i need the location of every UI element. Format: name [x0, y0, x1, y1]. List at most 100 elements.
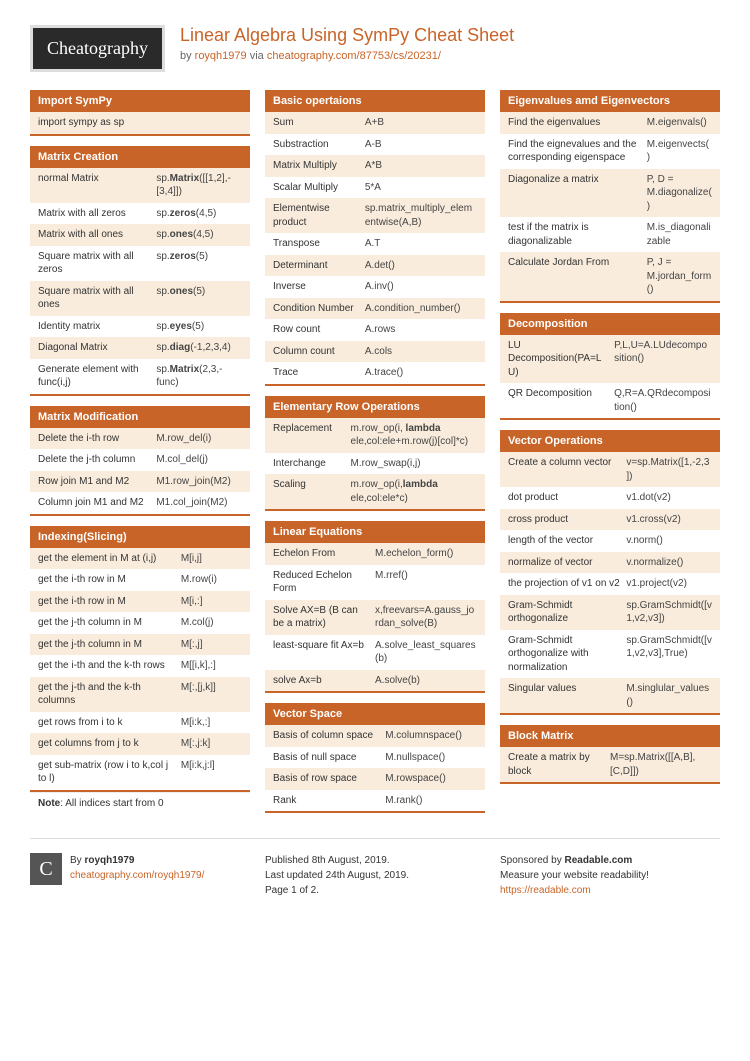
block-title: Decomposition — [500, 313, 720, 335]
row-code: M.col_del(j) — [156, 453, 242, 467]
cheat-row: Identity matrixsp.eyes(5) — [30, 316, 250, 338]
row-label: Create a matrix by block — [508, 751, 610, 778]
row-label: Row count — [273, 323, 365, 337]
block-note: Note: All indices start from 0 — [30, 792, 250, 814]
row-label: Find the eignevalues and the correspondi… — [508, 138, 647, 165]
block-body: Find the eigenvaluesM.eigenvals()Find th… — [500, 112, 720, 303]
cheat-row: Delete the i-th rowM.row_del(i) — [30, 428, 250, 450]
row-code: M.eigenvals() — [647, 116, 712, 130]
block-title: Matrix Creation — [30, 146, 250, 168]
row-code: m.row_op(i,lambda ele,col:ele*c) — [351, 478, 477, 505]
row-label: Transpose — [273, 237, 365, 251]
block-body: Delete the i-th rowM.row_del(i)Delete th… — [30, 428, 250, 516]
cheat-row: test if the matrix is diagonalizableM.is… — [500, 217, 720, 252]
row-code: M[i,:] — [181, 595, 242, 609]
row-label: normalize of vector — [508, 556, 626, 570]
cheat-block: Elementary Row OperationsReplacementm.ro… — [265, 396, 485, 512]
row-code: A+B — [365, 116, 477, 130]
author-avatar: C — [30, 853, 62, 885]
cheat-row: get the j-th and the k-th columnsM[:,[j,… — [30, 677, 250, 712]
cheat-row: least-square fit Ax=bA.solve_least_squar… — [265, 635, 485, 670]
row-code: M.row(i) — [181, 573, 242, 587]
cheat-row: Matrix with all onessp.ones(4,5) — [30, 224, 250, 246]
cheat-block: Matrix Creationnormal Matrixsp.Matrix([[… — [30, 146, 250, 396]
row-label: normal Matrix — [38, 172, 156, 199]
row-code: m.row_op(i, lambda ele,col:ele+m.row(j)[… — [351, 422, 477, 449]
row-label: Row join M1 and M2 — [38, 475, 156, 489]
footer-by: By — [70, 855, 84, 866]
column-2: Basic opertaionsSumA+BSubstractionA-BMat… — [265, 90, 485, 824]
block-title: Vector Operations — [500, 430, 720, 452]
cheat-row: Solve AX=B (B can be a matrix)x,freevars… — [265, 600, 485, 635]
cheat-row: get the j-th column in MM.col(j) — [30, 612, 250, 634]
row-code: M.is_diagonalizable — [647, 221, 712, 248]
row-code: M1.col_join(M2) — [156, 496, 242, 510]
cheat-row: LU Decomposition(PA=LU)P,L,U=A.LUdecompo… — [500, 335, 720, 384]
row-code: M.row_swap(i,j) — [351, 457, 477, 471]
source-link[interactable]: cheatography.com/87753/cs/20231/ — [267, 50, 441, 62]
row-label: Trace — [273, 366, 365, 380]
cheat-row: Elementwise productsp.matrix_multiply_el… — [265, 198, 485, 233]
row-code: v1.cross(v2) — [626, 513, 712, 527]
cheat-row: get the j-th column in MM[:,j] — [30, 634, 250, 656]
cheat-row: Row countA.rows — [265, 319, 485, 341]
row-code: M.row_del(i) — [156, 432, 242, 446]
row-label: Gram-Schmidt orthogonalize — [508, 599, 626, 626]
cheat-row: get the i-th row in MM[i,:] — [30, 591, 250, 613]
block-title: Block Matrix — [500, 725, 720, 747]
cheat-row: SubstractionA-B — [265, 134, 485, 156]
cheat-row: the projection of v1 on v2v1.project(v2) — [500, 573, 720, 595]
row-label: Matrix with all zeros — [38, 207, 156, 221]
row-code: M=sp.Matrix([[A,B],[C,D]]) — [610, 751, 712, 778]
row-code: sp.eyes(5) — [156, 320, 242, 334]
row-code: M[:,j] — [181, 638, 242, 652]
row-label: Basis of null space — [273, 751, 385, 765]
sponsor-link[interactable]: https://readable.com — [500, 885, 591, 896]
cheat-row: get rows from i to kM[i:k,:] — [30, 712, 250, 734]
row-code: P,L,U=A.LUdecomposition() — [614, 339, 712, 380]
cheat-row: Condition NumberA.condition_number() — [265, 298, 485, 320]
row-label: get the element in M at (i,j) — [38, 552, 181, 566]
cheat-row: Create a matrix by blockM=sp.Matrix([[A,… — [500, 747, 720, 782]
cheat-row: Replacementm.row_op(i, lambda ele,col:el… — [265, 418, 485, 453]
row-label: Basis of column space — [273, 729, 385, 743]
row-code: v1.dot(v2) — [626, 491, 712, 505]
cheat-row: RankM.rank() — [265, 790, 485, 812]
column-1: Import SymPyimport sympy as spMatrix Cre… — [30, 90, 250, 824]
cheat-row: Diagonal Matrixsp.diag(-1,2,3,4) — [30, 337, 250, 359]
row-label: Identity matrix — [38, 320, 156, 334]
cheat-row: normal Matrixsp.Matrix([[1,2],-[3,4]]) — [30, 168, 250, 203]
column-3: Eigenvalues amd EigenvectorsFind the eig… — [500, 90, 720, 824]
block-body: Echelon FromM.echelon_form()Reduced Eche… — [265, 543, 485, 693]
row-label: get the i-th row in M — [38, 595, 181, 609]
row-code: M.rank() — [385, 794, 477, 808]
cheat-block: Matrix ModificationDelete the i-th rowM.… — [30, 406, 250, 516]
row-code: v=sp.Matrix([1,-2,3]) — [626, 456, 712, 483]
row-label: Determinant — [273, 259, 365, 273]
page-title: Linear Algebra Using SymPy Cheat Sheet — [180, 25, 514, 46]
block-title: Import SymPy — [30, 90, 250, 112]
row-label: get sub-matrix (row i to k,col j to l) — [38, 759, 181, 786]
footer-author-link[interactable]: cheatography.com/royqh1979/ — [70, 870, 204, 881]
block-title: Eigenvalues amd Eigenvectors — [500, 90, 720, 112]
row-code: M[[i,k],:] — [181, 659, 242, 673]
row-label: dot product — [508, 491, 626, 505]
row-label: Square matrix with all zeros — [38, 250, 156, 277]
row-code: M[i,j] — [181, 552, 242, 566]
by-prefix: by — [180, 50, 195, 62]
block-title: Indexing(Slicing) — [30, 526, 250, 548]
cheat-row: cross productv1.cross(v2) — [500, 509, 720, 531]
row-code: A.rows — [365, 323, 477, 337]
cheat-row: InverseA.inv() — [265, 276, 485, 298]
footer-author: C By royqh1979 cheatography.com/royqh197… — [30, 853, 250, 898]
author-link[interactable]: royqh1979 — [195, 50, 247, 62]
cheat-row: Gram-Schmidt orthogonalize with normaliz… — [500, 630, 720, 679]
block-body: normal Matrixsp.Matrix([[1,2],-[3,4]])Ma… — [30, 168, 250, 396]
row-code: sp.Matrix([[1,2],-[3,4]]) — [156, 172, 242, 199]
row-code: v.norm() — [626, 534, 712, 548]
cheat-row: Basis of null spaceM.nullspace() — [265, 747, 485, 769]
row-code: sp.GramSchmidt([v1,v2,v3],True) — [626, 634, 712, 675]
cheat-block: Vector OperationsCreate a column vectorv… — [500, 430, 720, 715]
row-label: Solve AX=B (B can be a matrix) — [273, 604, 375, 631]
cheat-block: Basic opertaionsSumA+BSubstractionA-BMat… — [265, 90, 485, 386]
